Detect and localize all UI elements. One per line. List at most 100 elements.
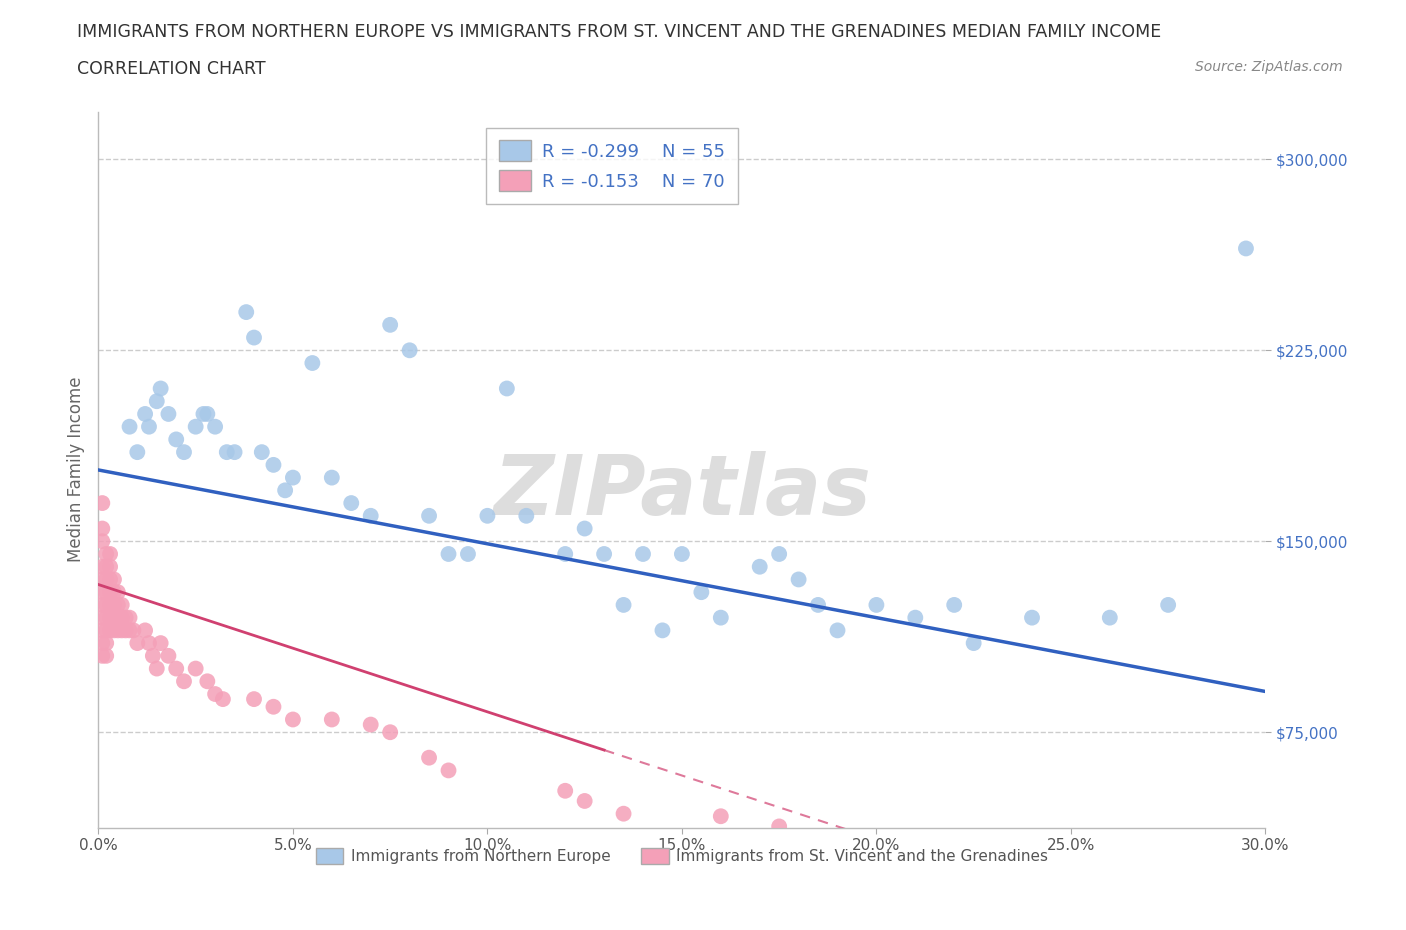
Point xyxy=(593,547,616,562)
Point xyxy=(787,572,810,587)
Y-axis label: Median Family Income: Median Family Income xyxy=(66,377,84,563)
Point xyxy=(103,610,125,625)
Point xyxy=(91,559,114,574)
Point xyxy=(710,809,733,824)
Text: CORRELATION CHART: CORRELATION CHART xyxy=(77,60,266,78)
Point xyxy=(98,585,121,600)
Point xyxy=(118,419,141,434)
Point xyxy=(250,445,273,459)
Point xyxy=(107,597,129,612)
Point xyxy=(134,623,156,638)
Point xyxy=(515,509,537,524)
Point xyxy=(437,763,460,777)
Point xyxy=(142,648,165,663)
Point xyxy=(437,547,460,562)
Point xyxy=(91,597,114,612)
Point xyxy=(96,597,118,612)
Point xyxy=(91,610,114,625)
Point xyxy=(91,496,114,511)
Point xyxy=(165,661,187,676)
Point xyxy=(96,572,118,587)
Point xyxy=(91,636,114,651)
Point xyxy=(1021,610,1043,625)
Point xyxy=(690,585,713,600)
Point xyxy=(103,597,125,612)
Point xyxy=(204,419,226,434)
Point xyxy=(149,381,172,396)
Point xyxy=(173,674,195,689)
Point xyxy=(138,419,160,434)
Point xyxy=(91,572,114,587)
Point xyxy=(281,471,304,485)
Point xyxy=(122,623,145,638)
Point xyxy=(943,597,966,612)
Point xyxy=(380,317,402,332)
Point xyxy=(671,547,693,562)
Point xyxy=(98,547,121,562)
Point xyxy=(157,406,180,421)
Point xyxy=(748,559,770,574)
Point xyxy=(98,623,121,638)
Point xyxy=(91,521,114,536)
Point xyxy=(262,699,284,714)
Point xyxy=(418,509,440,524)
Point xyxy=(243,692,266,707)
Point xyxy=(281,712,304,727)
Point xyxy=(184,661,207,676)
Point xyxy=(96,547,118,562)
Point xyxy=(114,623,136,638)
Point xyxy=(274,483,297,498)
Point xyxy=(613,597,636,612)
Point xyxy=(127,636,149,651)
Point xyxy=(212,692,235,707)
Point xyxy=(865,597,887,612)
Point xyxy=(96,585,118,600)
Point xyxy=(827,623,849,638)
Point xyxy=(96,623,118,638)
Point xyxy=(103,623,125,638)
Point xyxy=(127,445,149,459)
Point xyxy=(380,724,402,739)
Point xyxy=(103,585,125,600)
Point xyxy=(235,305,257,320)
Point xyxy=(96,636,118,651)
Legend: Immigrants from Northern Europe, Immigrants from St. Vincent and the Grenadines: Immigrants from Northern Europe, Immigra… xyxy=(309,842,1054,870)
Point xyxy=(111,623,134,638)
Point xyxy=(193,406,215,421)
Point xyxy=(96,648,118,663)
Point xyxy=(157,648,180,663)
Point xyxy=(710,610,733,625)
Point xyxy=(574,521,596,536)
Point xyxy=(134,406,156,421)
Point xyxy=(111,597,134,612)
Point xyxy=(98,610,121,625)
Point xyxy=(574,793,596,808)
Point xyxy=(146,393,169,408)
Point xyxy=(146,661,169,676)
Point xyxy=(768,819,790,834)
Point xyxy=(651,623,673,638)
Point xyxy=(149,636,172,651)
Point xyxy=(301,355,323,370)
Point xyxy=(98,572,121,587)
Point xyxy=(457,547,479,562)
Point xyxy=(321,712,343,727)
Point xyxy=(96,610,118,625)
Point xyxy=(107,585,129,600)
Point xyxy=(173,445,195,459)
Point xyxy=(360,509,382,524)
Point xyxy=(768,547,790,562)
Point xyxy=(91,623,114,638)
Point xyxy=(195,674,218,689)
Point xyxy=(96,559,118,574)
Point xyxy=(107,623,129,638)
Text: Source: ZipAtlas.com: Source: ZipAtlas.com xyxy=(1195,60,1343,74)
Point xyxy=(962,636,984,651)
Point xyxy=(554,783,576,798)
Point xyxy=(91,534,114,549)
Point xyxy=(554,547,576,562)
Text: ZIPatlas: ZIPatlas xyxy=(494,451,870,532)
Point xyxy=(107,610,129,625)
Point xyxy=(477,509,499,524)
Point xyxy=(195,406,218,421)
